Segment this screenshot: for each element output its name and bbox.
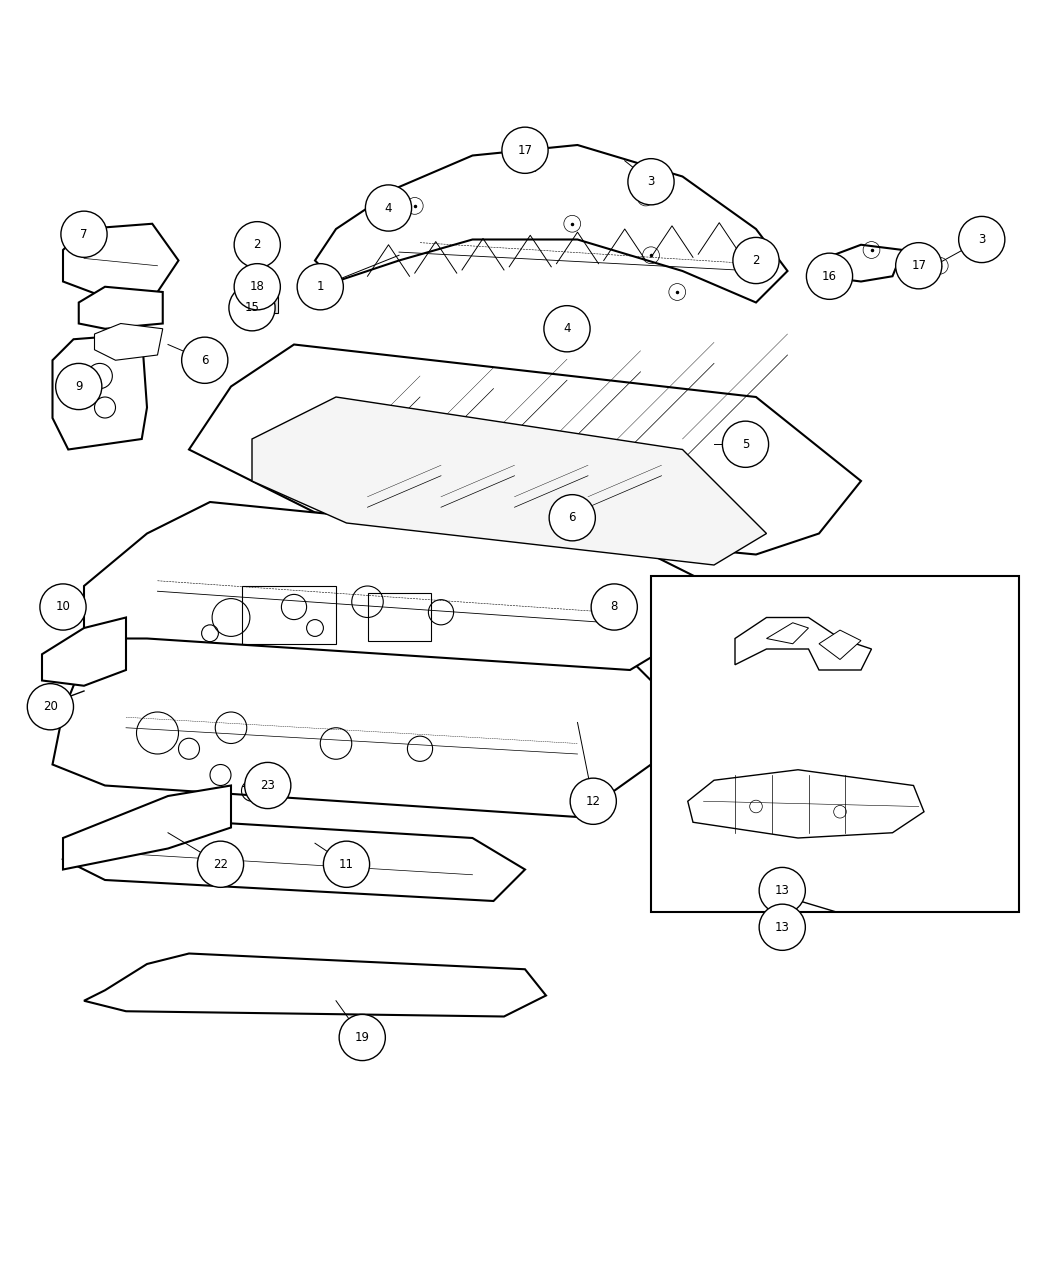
Text: 3: 3 bbox=[978, 232, 986, 246]
Circle shape bbox=[234, 222, 280, 268]
Text: 4: 4 bbox=[563, 322, 571, 336]
Circle shape bbox=[896, 243, 942, 289]
Text: 1: 1 bbox=[316, 280, 324, 294]
Circle shape bbox=[544, 305, 590, 352]
Circle shape bbox=[27, 683, 74, 730]
Text: 17: 17 bbox=[518, 144, 532, 157]
Polygon shape bbox=[52, 335, 147, 450]
Polygon shape bbox=[252, 397, 766, 564]
Polygon shape bbox=[52, 607, 682, 817]
Text: 5: 5 bbox=[741, 438, 750, 451]
Polygon shape bbox=[79, 287, 163, 328]
Circle shape bbox=[297, 263, 343, 310]
Text: 13: 13 bbox=[775, 921, 790, 933]
Text: 16: 16 bbox=[822, 269, 837, 282]
Circle shape bbox=[229, 285, 275, 331]
Circle shape bbox=[502, 128, 548, 174]
Text: 13: 13 bbox=[775, 884, 790, 896]
Polygon shape bbox=[63, 223, 178, 298]
Text: 20: 20 bbox=[43, 700, 58, 714]
Text: 7: 7 bbox=[80, 227, 88, 241]
Circle shape bbox=[323, 842, 370, 888]
Circle shape bbox=[591, 584, 637, 630]
Circle shape bbox=[61, 211, 107, 258]
Polygon shape bbox=[189, 345, 861, 554]
Circle shape bbox=[806, 253, 853, 299]
Polygon shape bbox=[735, 618, 872, 670]
Bar bbox=[242, 586, 336, 644]
Bar bbox=[368, 594, 430, 641]
Polygon shape bbox=[766, 623, 808, 644]
Circle shape bbox=[365, 185, 412, 231]
Text: 10: 10 bbox=[56, 600, 70, 613]
Polygon shape bbox=[63, 817, 525, 902]
Polygon shape bbox=[819, 630, 861, 659]
Text: 18: 18 bbox=[250, 280, 265, 294]
Circle shape bbox=[722, 421, 769, 467]
Circle shape bbox=[628, 158, 674, 204]
Text: 11: 11 bbox=[339, 858, 354, 871]
Circle shape bbox=[759, 867, 805, 913]
Polygon shape bbox=[247, 281, 273, 308]
Text: 4: 4 bbox=[384, 202, 393, 215]
Circle shape bbox=[959, 216, 1005, 263]
Polygon shape bbox=[688, 770, 924, 838]
Circle shape bbox=[549, 494, 595, 541]
Circle shape bbox=[733, 238, 779, 283]
Circle shape bbox=[339, 1014, 385, 1061]
Text: 2: 2 bbox=[253, 239, 261, 252]
Text: 2: 2 bbox=[752, 254, 760, 267]
Polygon shape bbox=[819, 245, 903, 281]
Polygon shape bbox=[63, 785, 231, 870]
Text: 15: 15 bbox=[245, 301, 259, 314]
Text: 6: 6 bbox=[568, 511, 576, 525]
Text: 22: 22 bbox=[213, 858, 228, 871]
Polygon shape bbox=[315, 146, 788, 303]
Circle shape bbox=[56, 364, 102, 410]
Text: 19: 19 bbox=[355, 1031, 370, 1045]
Polygon shape bbox=[84, 954, 546, 1016]
Bar bbox=[651, 576, 1018, 912]
Text: 6: 6 bbox=[201, 354, 209, 366]
Polygon shape bbox=[84, 502, 714, 670]
Circle shape bbox=[234, 263, 280, 310]
Circle shape bbox=[245, 762, 291, 808]
Polygon shape bbox=[94, 323, 163, 360]
Circle shape bbox=[570, 778, 616, 825]
Text: 8: 8 bbox=[610, 600, 618, 613]
Circle shape bbox=[759, 904, 805, 950]
Text: 3: 3 bbox=[647, 175, 655, 188]
Text: 9: 9 bbox=[75, 381, 83, 393]
Circle shape bbox=[40, 584, 86, 630]
Text: 12: 12 bbox=[586, 794, 601, 808]
Polygon shape bbox=[42, 618, 126, 686]
Circle shape bbox=[182, 337, 228, 383]
Circle shape bbox=[197, 842, 244, 888]
Text: 23: 23 bbox=[260, 779, 275, 792]
Text: 17: 17 bbox=[911, 259, 926, 272]
Bar bbox=[236, 281, 278, 313]
